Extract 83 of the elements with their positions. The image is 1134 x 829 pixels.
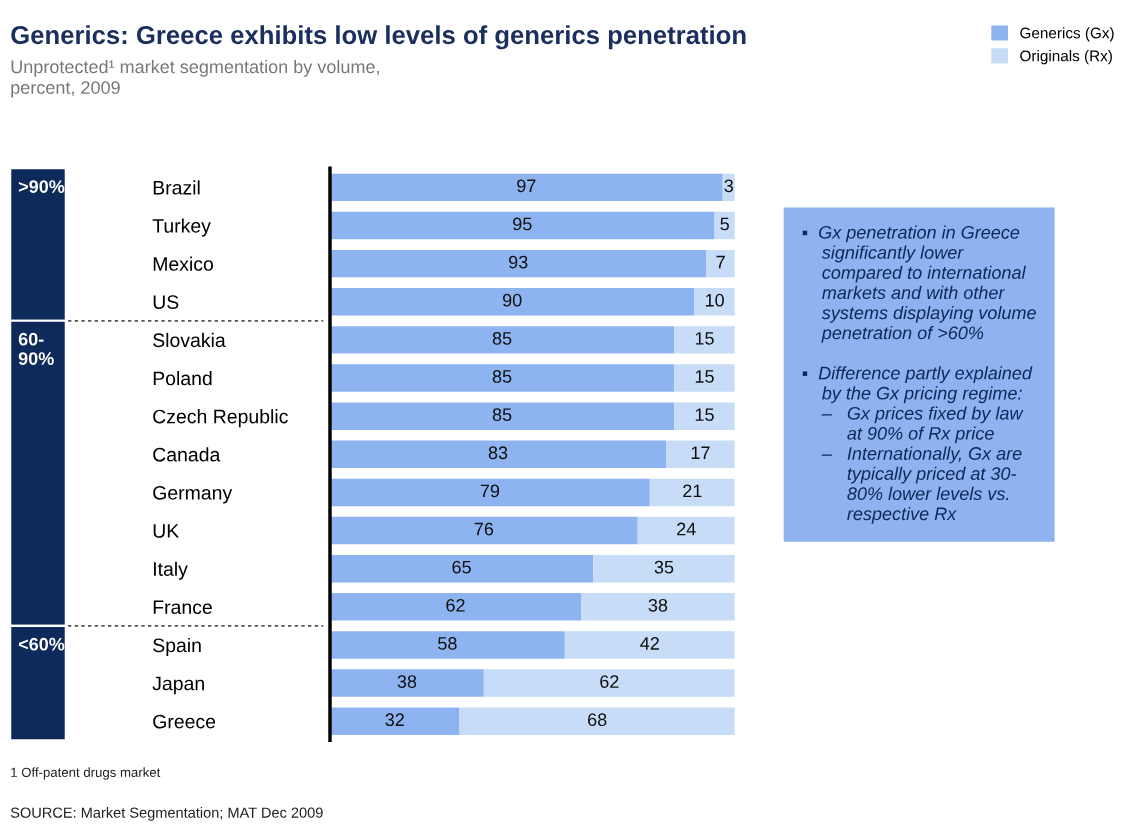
bar	[706, 249, 735, 278]
data-label: 97	[517, 179, 536, 193]
data-label: 15	[695, 332, 714, 345]
data-label: 93	[509, 255, 528, 269]
y-tick-label: France	[153, 600, 212, 615]
bar	[637, 516, 735, 545]
bar	[329, 516, 638, 545]
text: 1 Off-patent drugs market	[11, 767, 161, 780]
bar	[564, 631, 735, 659]
data-label: 24	[677, 522, 696, 536]
data-label: 35	[654, 560, 674, 574]
data-label: 38	[648, 598, 668, 612]
y-tick-label: Japan	[152, 676, 204, 695]
bar	[329, 173, 723, 202]
bar	[329, 478, 650, 507]
bar	[674, 326, 735, 354]
y-tick-label: Greece	[153, 714, 216, 729]
data-label: 85	[492, 408, 512, 421]
data-label: 21	[683, 484, 702, 498]
data-label: 15	[695, 408, 714, 421]
y-tick-label: Brazil	[153, 180, 200, 195]
bar	[329, 669, 484, 697]
data-label: 85	[492, 331, 512, 345]
data-label: 65	[452, 560, 471, 574]
chart-subtitle: Unprotected¹ market segmentation by volume, percent, 2009	[11, 59, 379, 98]
bar	[593, 554, 735, 583]
text: <60%	[18, 637, 65, 651]
legend-label: Originals (Rx)	[1020, 50, 1112, 65]
data-label: 3	[724, 179, 733, 193]
bar	[580, 593, 735, 621]
source-note: SOURCE: Market Segmentation; MAT Dec 2009	[10, 807, 323, 821]
data-label: 10	[705, 293, 724, 307]
bar	[674, 402, 735, 430]
bar	[694, 288, 735, 316]
data-label: 76	[474, 522, 494, 536]
y-tick-label: UK	[153, 524, 180, 538]
y-tick-label: Slovakia	[153, 332, 226, 348]
text: >90%	[18, 180, 65, 193]
data-label: 83	[488, 446, 508, 460]
bar	[674, 364, 735, 392]
bar	[459, 707, 735, 735]
data-label: 32	[385, 713, 404, 727]
y-tick-label: Italy	[154, 561, 188, 580]
bar	[329, 631, 565, 659]
data-label: 95	[513, 217, 532, 231]
bar	[329, 440, 667, 469]
bar	[649, 478, 735, 507]
y-tick-label: Germany	[153, 485, 233, 504]
y-tick-label: Canada	[153, 447, 221, 462]
data-label: 7	[716, 255, 725, 269]
bar	[329, 554, 594, 583]
data-label: 5	[720, 217, 729, 231]
data-label: 62	[600, 675, 619, 688]
text: ▪ Gx penetration in Greece significantly lower compared to international markets and with other systems displaying volume penetration of >60% ▪ Difference partly explained by the Gx pricing regime: – Gx prices fixed by law at 90% of Rx price – Internationally, Gx are typically priced at 30- 80% lower levels vs. respective Rx	[802, 225, 1036, 524]
y-tick-label: Czech Republic	[153, 409, 288, 428]
data-label: 15	[695, 370, 714, 383]
bar	[329, 402, 675, 430]
data-label: 90	[502, 293, 522, 307]
bar	[483, 669, 735, 697]
data-label: 58	[438, 637, 457, 650]
bar	[329, 593, 581, 621]
y-tick-label: Poland	[153, 370, 212, 386]
data-label: 85	[492, 370, 512, 383]
bar	[329, 288, 695, 316]
bar	[329, 326, 675, 354]
data-label: 17	[691, 446, 710, 459]
y-tick-label: Spain	[153, 637, 201, 657]
y-tick-label: Turkey	[152, 218, 211, 237]
data-label: 62	[446, 598, 465, 612]
bar	[329, 364, 675, 392]
bar	[329, 211, 715, 240]
data-label: 68	[588, 713, 607, 727]
data-label: 38	[397, 675, 417, 688]
chart-title: Generics: Greece exhibits low levels of generics penetration	[11, 25, 746, 50]
data-label: 42	[640, 637, 659, 650]
data-label: 79	[480, 484, 500, 498]
legend-label: Generics (Gx)	[1020, 27, 1114, 42]
bar	[666, 440, 735, 469]
bar	[329, 249, 707, 278]
y-tick-label: US	[153, 295, 179, 309]
text: 60- 90%	[18, 332, 54, 365]
bar	[329, 707, 460, 735]
y-tick-label: Mexico	[153, 256, 213, 271]
